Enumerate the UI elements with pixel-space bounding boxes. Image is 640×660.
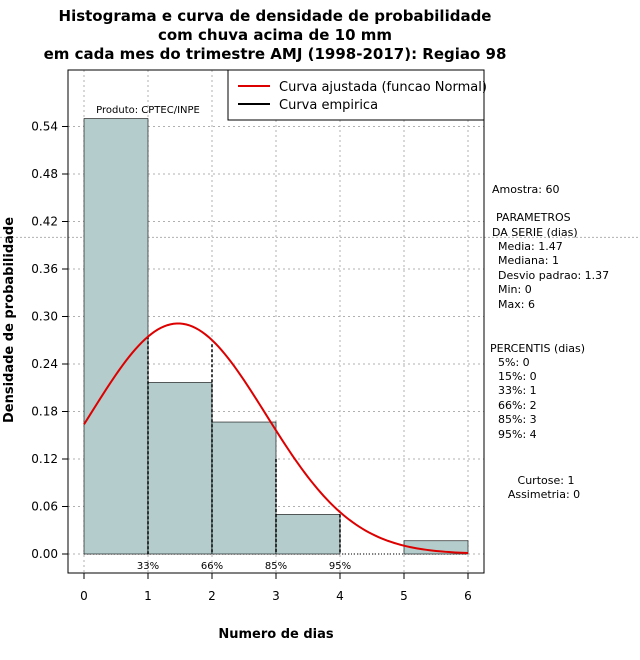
histogram-bar-1	[147, 382, 213, 555]
chart-title-line-3: em cada mes do trimestre AMJ (1998-2017)…	[44, 45, 507, 63]
histogram-bar-5	[403, 540, 469, 555]
stat-percentile-33: 33%: 1	[498, 384, 537, 397]
legend-label-fit: Curva ajustada (funcao Normal)	[279, 80, 487, 95]
percentile-marker-label-2: 85%	[265, 561, 287, 572]
legend-label-empirical: Curva empirica	[279, 98, 378, 113]
chart-title-line-2: com chuva acima de 10 mm	[158, 26, 392, 44]
percentile-marker-label-3: 95%	[329, 561, 351, 572]
stat-kurtosis: Curtose: 1	[518, 474, 575, 487]
x-axis-label: Numero de dias	[218, 627, 334, 642]
stat-percentile-85: 85%: 3	[498, 413, 537, 426]
y-tick-label-0.54: 0.54	[31, 119, 58, 133]
y-axis-label: Densidade de probabilidade	[2, 217, 17, 423]
y-tick-label-0.24: 0.24	[31, 357, 58, 371]
stat-sample: Amostra: 60	[492, 183, 559, 196]
stat-params-header-2: DA SERIE (dias)	[492, 226, 578, 239]
stat-skewness: Assimetria: 0	[508, 488, 580, 501]
x-tick-label-2: 2	[208, 589, 216, 603]
stat-params-header-1: PARAMETROS	[496, 211, 571, 224]
y-tick-label-0.42: 0.42	[31, 214, 58, 228]
stat-percentile-66: 66%: 2	[498, 399, 537, 412]
histogram-bar-2	[211, 421, 277, 555]
x-tick-label-0: 0	[80, 589, 88, 603]
product-label: Produto: CPTEC/INPE	[96, 105, 200, 116]
stat-param-max: Max: 6	[498, 298, 535, 311]
stat-percentile-95: 95%: 4	[498, 428, 537, 441]
y-tick-label-0.00: 0.00	[31, 547, 58, 561]
stat-percentile-5: 5%: 0	[498, 356, 530, 369]
bars-layer	[83, 118, 469, 555]
stat-param-min: Min: 0	[498, 283, 532, 296]
stat-percentile-15: 15%: 0	[498, 370, 537, 383]
y-tick-label-0.48: 0.48	[31, 167, 58, 181]
chart-title-line-1: Histograma e curva de densidade de proba…	[59, 7, 492, 25]
stat-percentiles-header: PERCENTIS (dias)	[490, 342, 585, 355]
y-tick-label-0.30: 0.30	[31, 309, 58, 323]
histogram-bar-0	[83, 118, 149, 555]
legend: Curva ajustada (funcao Normal) Curva emp…	[227, 69, 487, 121]
stat-param-sd: Desvio padrao: 1.37	[498, 269, 609, 282]
y-tick-label-0.06: 0.06	[31, 499, 58, 513]
percentile-marker-label-0: 33%	[137, 561, 159, 572]
x-tick-label-3: 3	[272, 589, 280, 603]
y-tick-label-0.18: 0.18	[31, 404, 58, 418]
y-tick-label-0.12: 0.12	[31, 452, 58, 466]
normal-fit-curve	[83, 322, 469, 555]
x-tick-label-5: 5	[400, 589, 408, 603]
y-tick-label-0.36: 0.36	[31, 262, 58, 276]
x-tick-label-6: 6	[464, 589, 472, 603]
legend-box	[227, 69, 485, 121]
stats-panel: Amostra: 60 PARAMETROS DA SERIE (dias) M…	[490, 183, 609, 501]
lines-layer	[83, 322, 469, 555]
stat-param-mean: Media: 1.47	[498, 240, 563, 253]
percentile-markers-layer: 33% 66% 85% 95%	[137, 336, 351, 572]
histogram-bar-3	[275, 514, 341, 555]
percentile-marker-label-1: 66%	[201, 561, 223, 572]
grid-layer	[0, 70, 640, 573]
x-tick-label-4: 4	[336, 589, 344, 603]
stat-param-median: Mediana: 1	[498, 254, 559, 267]
x-tick-label-1: 1	[144, 589, 152, 603]
